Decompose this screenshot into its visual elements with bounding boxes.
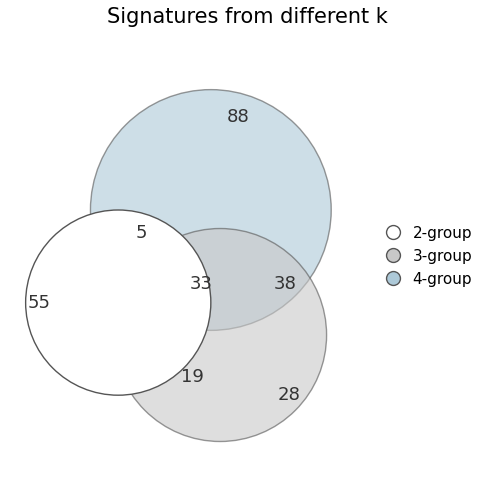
Circle shape: [113, 228, 327, 442]
Text: 88: 88: [227, 108, 250, 127]
Text: 55: 55: [28, 294, 51, 311]
Text: 33: 33: [190, 275, 213, 293]
Text: 19: 19: [181, 368, 204, 386]
Text: 38: 38: [274, 275, 296, 293]
Circle shape: [26, 210, 211, 395]
Text: 5: 5: [136, 224, 147, 242]
Title: Signatures from different k: Signatures from different k: [107, 7, 388, 27]
Text: 28: 28: [278, 386, 301, 404]
Legend: 2-group, 3-group, 4-group: 2-group, 3-group, 4-group: [385, 226, 472, 287]
Circle shape: [90, 90, 331, 331]
